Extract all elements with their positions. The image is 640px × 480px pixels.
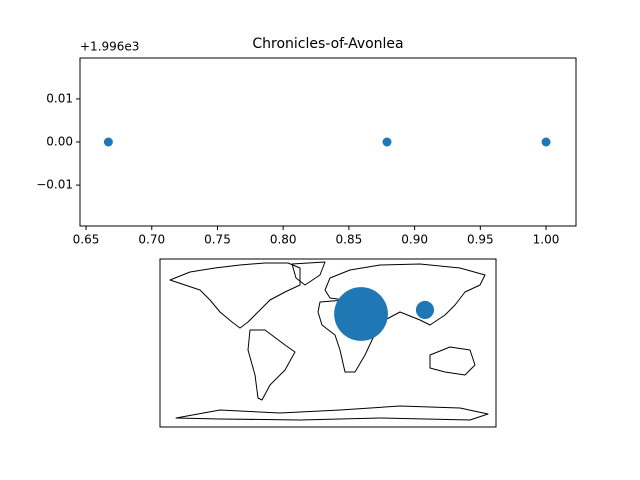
point <box>541 137 551 147</box>
chart-title: Chronicles-of-Avonlea <box>252 36 403 52</box>
offset-text: +1.996e3 <box>80 40 139 54</box>
x-tick-label: 0.85 <box>336 233 363 247</box>
bubble <box>415 300 435 320</box>
x-tick-label: 0.80 <box>270 233 297 247</box>
x-tick-label: 0.90 <box>401 233 428 247</box>
axes-frame <box>159 258 497 428</box>
x-tick-label: 0.65 <box>73 233 100 247</box>
y-tick-label: 0.00 <box>46 135 73 149</box>
point <box>382 137 392 147</box>
point <box>103 137 113 147</box>
x-tick-label: 0.70 <box>138 233 165 247</box>
x-tick-label: 1.00 <box>533 233 560 247</box>
y-tick-label: −0.01 <box>36 178 73 192</box>
x-tick-label: 0.75 <box>204 233 231 247</box>
y-tick-label: 0.01 <box>46 91 73 105</box>
bubble <box>334 287 388 341</box>
coastlines <box>169 261 489 421</box>
x-tick-label: 0.95 <box>467 233 494 247</box>
